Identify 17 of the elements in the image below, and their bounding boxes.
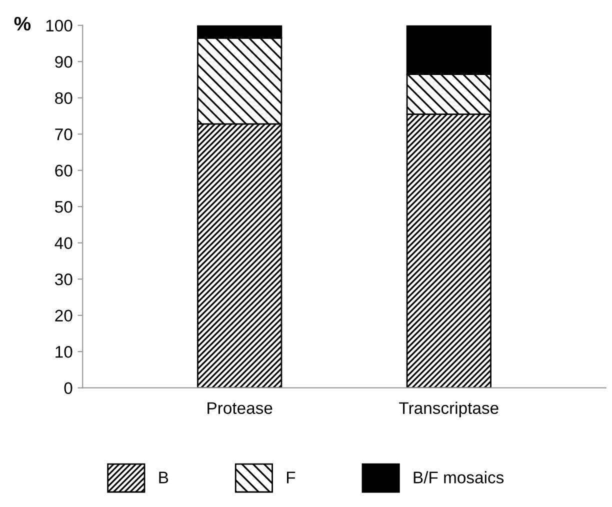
y-tick-label: 30 — [54, 274, 72, 286]
legend-label: F — [286, 472, 296, 484]
x-tick-label: Transcriptase — [399, 402, 498, 418]
y-tick-label: 0 — [64, 382, 72, 394]
legend-label: B/F mosaics — [414, 471, 504, 484]
y-tick-label: 40 — [54, 237, 72, 250]
y-tick-label: 100 — [46, 20, 72, 32]
y-tick-label: 60 — [55, 164, 72, 177]
y-tick-label: 80 — [55, 92, 72, 104]
y-tick-label: 20 — [55, 310, 72, 322]
y-tick-label: 90 — [55, 56, 72, 68]
x-tick-label: Protease — [208, 402, 272, 414]
y-tick-label: 50 — [55, 201, 72, 213]
legend-label: B — [159, 472, 168, 484]
y-tick-label: 70 — [55, 128, 72, 140]
y-axis-title: % — [14, 16, 31, 31]
y-tick-label: 10 — [56, 346, 72, 358]
